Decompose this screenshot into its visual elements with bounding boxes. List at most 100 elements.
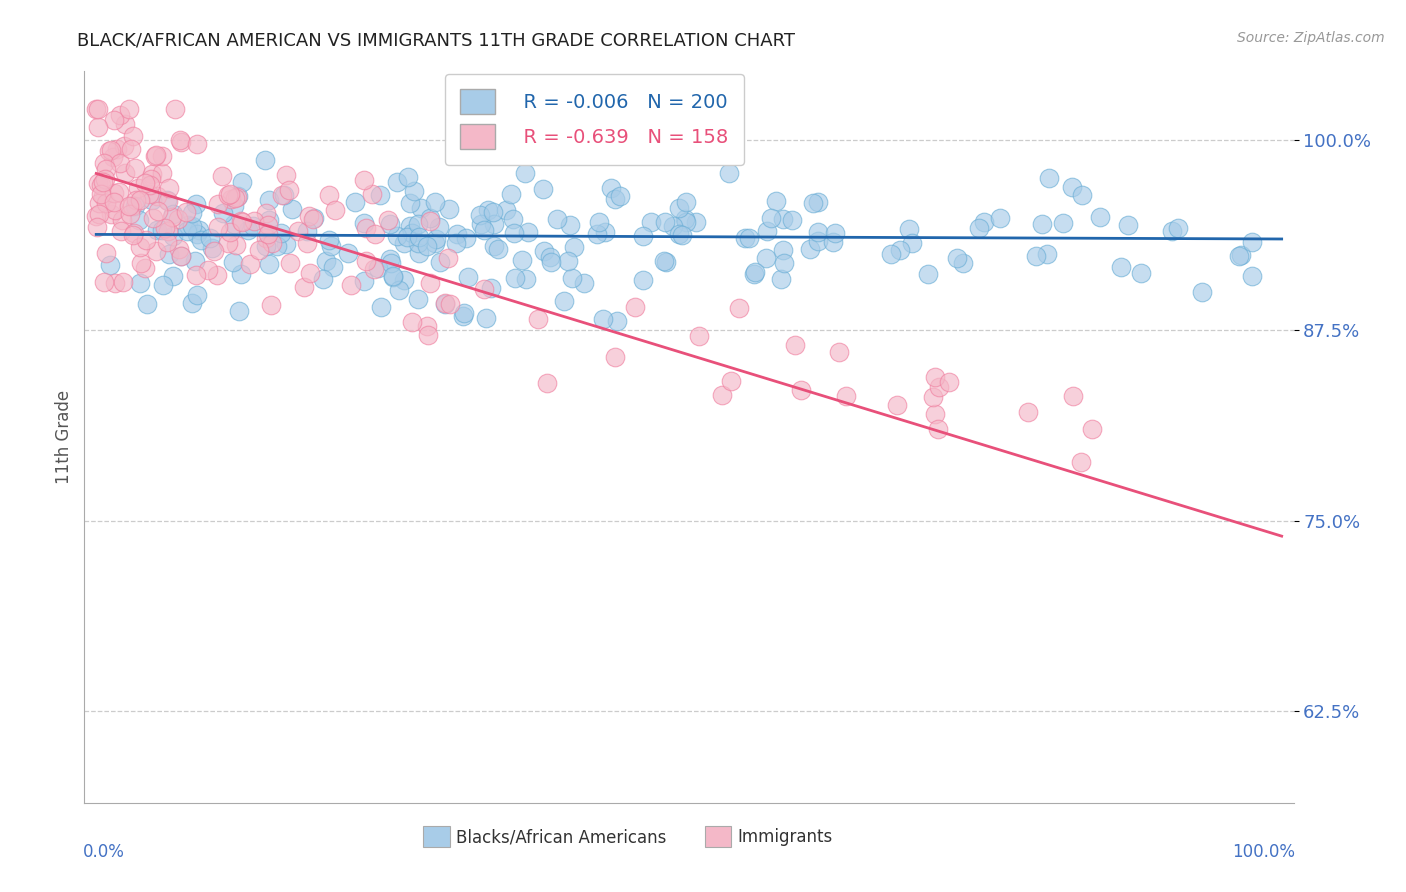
Point — [270, 227, 292, 241]
Point — [482, 217, 505, 231]
Point — [145, 244, 167, 258]
Point — [145, 223, 167, 237]
Point — [973, 215, 995, 229]
Point — [364, 227, 387, 241]
Point — [401, 315, 423, 329]
Point — [150, 149, 173, 163]
Point — [257, 227, 280, 241]
Point — [1191, 285, 1213, 299]
Point — [770, 272, 793, 286]
Point — [406, 292, 429, 306]
Point — [1038, 171, 1060, 186]
Point — [499, 187, 522, 202]
Point — [319, 238, 342, 252]
Point — [425, 194, 447, 209]
Point — [297, 235, 319, 250]
Point — [292, 279, 315, 293]
Point — [756, 224, 779, 238]
Point — [281, 202, 304, 216]
Point — [298, 209, 321, 223]
Y-axis label: 11th Grade: 11th Grade — [55, 390, 73, 484]
Point — [242, 214, 264, 228]
Point — [917, 267, 939, 281]
Point — [475, 311, 498, 326]
Point — [734, 231, 756, 245]
Point — [928, 379, 950, 393]
Point — [772, 211, 794, 226]
Point — [112, 139, 135, 153]
Point — [103, 150, 125, 164]
Point — [135, 233, 157, 247]
Point — [222, 255, 245, 269]
Point — [297, 224, 319, 238]
Point — [118, 103, 141, 117]
Point — [880, 247, 903, 261]
Point — [457, 270, 479, 285]
Point — [377, 212, 399, 227]
Point — [799, 242, 821, 256]
Point — [416, 328, 439, 343]
Point — [200, 241, 222, 255]
Point — [717, 166, 740, 180]
Point — [277, 183, 299, 197]
Point — [472, 282, 495, 296]
Point — [128, 213, 150, 227]
Point — [513, 166, 536, 180]
Point — [287, 224, 309, 238]
Point — [408, 230, 430, 244]
Point — [898, 222, 921, 236]
Point — [128, 193, 150, 207]
Point — [1070, 455, 1092, 469]
Text: Source: ZipAtlas.com: Source: ZipAtlas.com — [1237, 31, 1385, 45]
Point — [90, 178, 112, 193]
Point — [225, 238, 247, 252]
Point — [609, 188, 631, 202]
Point — [408, 246, 430, 260]
Point — [259, 213, 281, 227]
Point — [624, 300, 647, 314]
Point — [354, 220, 377, 235]
Point — [129, 256, 152, 270]
Point — [118, 207, 141, 221]
Point — [219, 186, 242, 201]
Text: Immigrants: Immigrants — [737, 828, 832, 847]
Point — [323, 202, 346, 217]
Point — [404, 184, 426, 198]
Point — [136, 296, 159, 310]
Point — [118, 199, 141, 213]
Point — [531, 182, 554, 196]
Point — [122, 226, 145, 240]
Point — [98, 145, 121, 159]
Point — [219, 225, 242, 239]
Point — [606, 314, 628, 328]
Point — [425, 232, 447, 246]
Point — [180, 206, 202, 220]
Point — [139, 178, 162, 192]
Point — [474, 223, 496, 237]
Point — [280, 255, 302, 269]
FancyBboxPatch shape — [423, 826, 450, 847]
Point — [742, 268, 765, 282]
Point — [382, 270, 405, 285]
Point — [181, 219, 204, 233]
Point — [603, 192, 626, 206]
Point — [170, 249, 193, 263]
Point — [152, 278, 174, 293]
Point — [586, 227, 609, 241]
Point — [772, 243, 794, 257]
Point — [1062, 389, 1084, 403]
Point — [174, 204, 197, 219]
Point — [419, 277, 441, 291]
Point — [122, 227, 145, 242]
Point — [90, 187, 112, 202]
Point — [765, 194, 787, 208]
Point — [190, 234, 212, 248]
Point — [274, 168, 297, 182]
Point — [224, 217, 246, 231]
Point — [603, 350, 626, 364]
Point — [186, 136, 208, 151]
Point — [439, 297, 461, 311]
Point — [540, 255, 562, 269]
Point — [886, 398, 908, 412]
Point — [720, 374, 742, 388]
